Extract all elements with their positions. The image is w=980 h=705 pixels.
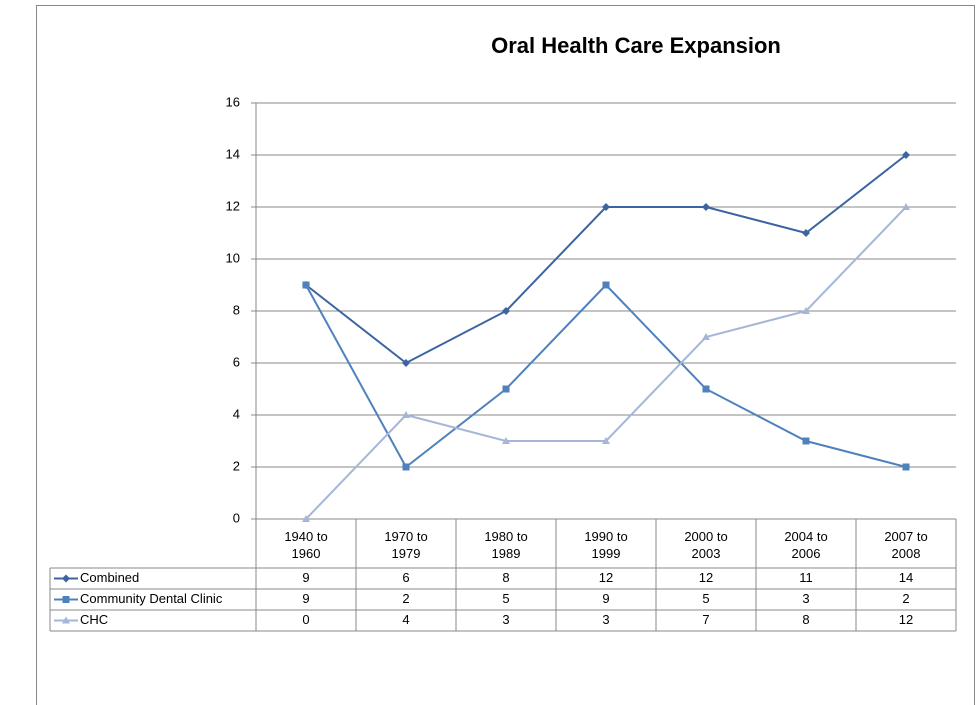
y-tick-label: 10 [226,250,240,265]
marker [502,385,510,393]
table-value: 11 [799,570,813,585]
marker [402,411,410,418]
y-tick-label: 6 [233,354,240,369]
y-tick-label: 8 [233,302,240,317]
table-value: 9 [302,591,309,606]
table-value: 8 [502,570,509,585]
marker [902,151,910,159]
table-value: 7 [702,612,709,627]
category-text: 2000 to 2003 [684,528,728,561]
chart-title: Oral Health Care Expansion [491,33,781,58]
marker [802,437,810,445]
marker [402,463,410,471]
x-tick-label: 1980 to 1989 [456,520,556,569]
category-text: 1970 to 1979 [384,528,428,561]
x-tick-label: 2004 to 2006 [756,520,856,569]
category-text: 2004 to 2006 [784,528,828,561]
x-tick-label: 1940 to 1960 [256,520,356,569]
marker [702,385,710,393]
marker [902,203,910,210]
table-value: 12 [699,570,713,585]
chart-border [36,5,975,705]
table-value: 3 [602,612,609,627]
x-tick-label: 1990 to 1999 [556,520,656,569]
y-tick-label: 16 [226,94,240,109]
table-value: 3 [502,612,509,627]
table-value: 8 [802,612,809,627]
marker [302,515,310,522]
category-text: 1990 to 1999 [584,528,628,561]
marker [502,437,510,444]
marker [62,616,70,624]
table-value: 3 [802,591,809,606]
marker [602,281,610,289]
table-value: 9 [302,570,309,585]
marker [602,437,610,444]
y-tick-label: 0 [233,510,240,525]
category-text: 1980 to 1989 [484,528,528,561]
legend-label: Community Dental Clinic [80,591,223,606]
table-value: 2 [402,591,409,606]
marker [602,203,610,211]
table-value: 0 [302,612,309,627]
x-tick-label: 1970 to 1979 [356,520,456,569]
marker [902,463,910,471]
marker [402,359,410,367]
marker [702,333,710,340]
legend-label: Combined [80,570,139,585]
table-value: 14 [899,570,913,585]
marker [62,596,70,603]
y-tick-label: 2 [233,458,240,473]
x-tick-label: 2007 to 2008 [856,520,956,569]
table-value: 5 [502,591,509,606]
table-value: 6 [402,570,409,585]
category-text: 1940 to 1960 [284,528,328,561]
marker [702,203,710,211]
table-value: 12 [599,570,613,585]
table-value: 2 [902,591,909,606]
marker [802,229,810,237]
x-tick-label: 2000 to 2003 [656,520,756,569]
table-value: 9 [602,591,609,606]
marker [62,574,70,583]
y-tick-label: 4 [233,406,240,421]
legend-label: CHC [80,612,108,627]
y-tick-label: 14 [226,146,240,161]
y-tick-label: 12 [226,198,240,213]
table-value: 4 [402,612,409,627]
marker [302,281,310,289]
table-value: 12 [899,612,913,627]
marker [802,307,810,314]
marker [502,307,510,315]
table-value: 5 [702,591,709,606]
category-text: 2007 to 2008 [884,528,928,561]
